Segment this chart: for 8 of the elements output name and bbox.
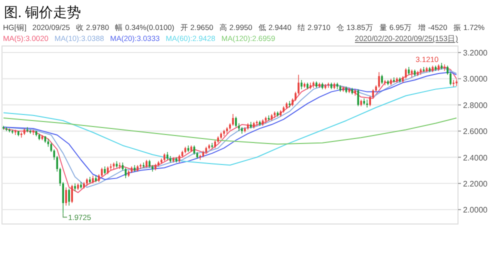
y-tick-label: 3.2000 [463,48,488,58]
y-tick-label: 2.2000 [463,179,488,188]
y-tick-label: 3.0000 [463,74,488,84]
y-tick-label: 2.6000 [463,127,488,136]
y-tick-label: 2.8000 [463,100,488,110]
y-tick-label: 2.4000 [463,153,488,162]
y-tick-label: 2.0000 [463,206,488,215]
title: 图. 铜价走势 [4,6,81,21]
